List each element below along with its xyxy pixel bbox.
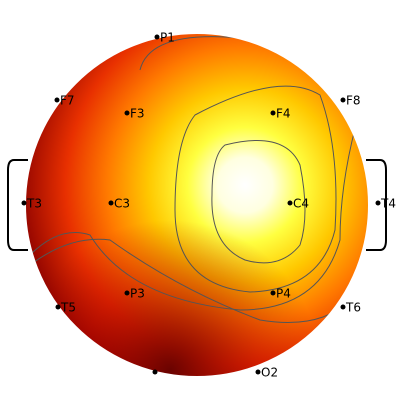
electrode-dot <box>375 200 381 206</box>
electrode-dot <box>55 304 61 310</box>
electrode-label: F3 <box>130 107 145 121</box>
electrode-label: F7 <box>60 94 75 108</box>
electrode-label: T6 <box>345 301 361 315</box>
electrode-dot <box>152 369 158 375</box>
electrode-label: T5 <box>60 301 76 315</box>
electrode-label: F4 <box>276 107 291 121</box>
electrode-dot <box>270 290 276 296</box>
electrode-dot <box>21 200 27 206</box>
ears <box>7 159 387 251</box>
electrode-label: P3 <box>130 287 145 301</box>
electrode-dot <box>340 97 346 103</box>
electrode-dot <box>54 97 60 103</box>
electrode-dot <box>270 110 276 116</box>
electrode-dot <box>340 304 346 310</box>
electrode-label: O2 <box>261 366 278 380</box>
electrode-dot <box>287 200 293 206</box>
electrode-label: C4 <box>293 197 309 211</box>
electrode-label: F8 <box>346 94 361 108</box>
electrode-label: C3 <box>114 197 130 211</box>
electrode-dot <box>255 369 261 375</box>
electrode-label: T3 <box>26 197 42 211</box>
electrode-label: T4 <box>380 197 396 211</box>
electrode-dot <box>154 34 160 40</box>
electrode-dot <box>124 110 130 116</box>
electrode-dot <box>124 290 130 296</box>
electrodes: P1 F7 F3 F4 F8 T3 C3 C4 T4 T5 P3 P4 T6 O2 <box>21 31 396 380</box>
electrode-label: P1 <box>160 31 175 45</box>
electrode-label: P4 <box>276 287 291 301</box>
electrode-dot <box>108 200 114 206</box>
